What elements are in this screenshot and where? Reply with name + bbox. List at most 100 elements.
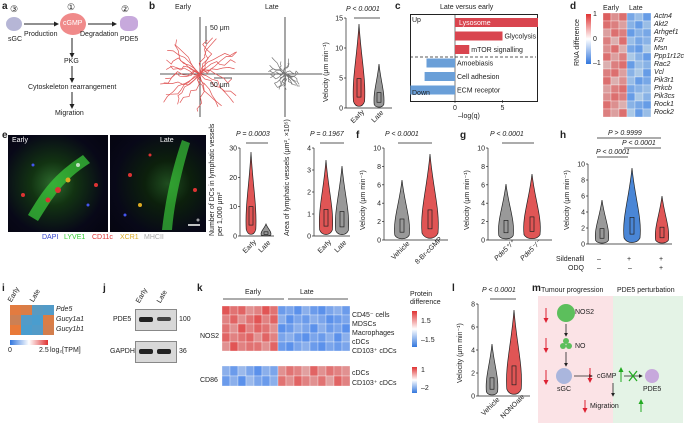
d-heat-cell [610, 84, 620, 94]
d-heat-cell [618, 100, 628, 110]
k-heat-cell-nos2 [301, 305, 311, 316]
late-track [284, 73, 297, 78]
k-heat-cell-nos2 [229, 323, 239, 334]
y-tick-label: 8 [377, 164, 381, 171]
d-gene-label: Arhgef1 [654, 29, 679, 36]
sgc-icon [6, 17, 22, 31]
y-tick-label: 5 [339, 76, 343, 83]
early-track [199, 73, 234, 103]
k-heat-cell-cd86 [222, 365, 231, 377]
l-violin-nonoate-box [511, 365, 517, 386]
h-odq-3: + [659, 265, 664, 272]
k-group-brackets [223, 298, 348, 300]
k-heat-cell-cd86 [333, 375, 343, 387]
a-cyto-label: Cytoskeleton rearrangement [28, 84, 117, 91]
e-legend-xcr1: XCR1 [120, 234, 139, 241]
d-heat-cell [642, 92, 652, 102]
late-track [283, 63, 290, 74]
d-heat-cell [642, 76, 652, 86]
f-violin-vehicle [394, 179, 410, 240]
late-track [281, 73, 287, 87]
d-late-label: Late [629, 5, 643, 12]
k-heat-cell-nos2 [285, 332, 295, 343]
d-scale-label: RNA difference [574, 19, 581, 66]
k-heat-cell-nos2 [341, 341, 350, 352]
k-scale2-bot: –2 [421, 385, 429, 392]
k-heat-cell-cd86 [341, 375, 350, 387]
d-gene-label: Prkcb [654, 85, 672, 92]
y-tick-label: 10 [373, 146, 381, 153]
d-heat-cell [634, 68, 644, 78]
d-heat-cell [626, 20, 636, 30]
e-legend-dapi: DAPI [42, 234, 59, 241]
k-heat-cell-cd86 [245, 365, 255, 377]
b-scale-horizontal: 50 μm [210, 82, 230, 89]
y-tick-label: 10 [477, 146, 485, 153]
d-heat-cell [626, 84, 636, 94]
early-track [198, 38, 217, 75]
d-heat-cell [642, 44, 652, 54]
b-violin-early [352, 23, 366, 107]
b-violin-late [373, 63, 385, 108]
d-heat-cell [618, 52, 628, 62]
f-pvalue: P < 0.0001 [385, 131, 419, 138]
d-heat-cell [610, 36, 620, 46]
i-scale-25: 2.5 [39, 347, 49, 354]
i-late: Late [29, 288, 42, 304]
k-heat-cell-nos2 [229, 314, 239, 325]
k-heat-cell-cd86 [309, 375, 319, 387]
panel-e-label: e [2, 130, 8, 141]
j-kda-100: 100 [179, 316, 191, 323]
d-heat-cell [626, 36, 636, 46]
g-violin-wt [498, 183, 514, 240]
d-heat-cell [618, 44, 628, 54]
e-violin1-late [260, 223, 272, 237]
d-heat-cell [634, 52, 644, 62]
y-tick-label: 8 [581, 178, 585, 185]
e-legend-mhcii: MHCII [144, 234, 164, 241]
k-early: Early [245, 289, 261, 296]
panel-a-arrows [24, 21, 117, 109]
c-bar-chart: Lysosome Glycolysis mTOR signalling Amoebia… [410, 14, 538, 112]
e-xcat-early-2: Early [317, 238, 334, 255]
h-row-odq: ODQ [568, 265, 584, 272]
d-heat-cell [603, 28, 612, 38]
d-gene-label: Ppp1r12c [654, 53, 684, 60]
k-heat-cell-cd86 [253, 375, 263, 387]
k-heat-cell-nos2 [285, 305, 295, 316]
late-track [273, 73, 286, 89]
y-tick-label: 4 [581, 210, 585, 217]
k-heat-cell-nos2 [301, 341, 311, 352]
y-tick-label: 10 [577, 162, 585, 169]
y-tick-label: 15 [335, 16, 343, 23]
k-heat-cell-nos2 [293, 341, 303, 352]
y-tick-label: 1 [307, 212, 311, 219]
k-heatmap [222, 305, 350, 387]
k-row-mdsc: MDSCs [352, 321, 377, 328]
k-heat-cell-nos2 [285, 323, 295, 334]
k-heat-cell-nos2 [237, 323, 247, 334]
k-row-cd86-cdc: cDCs [352, 370, 370, 377]
c-bar-label: Amoebiasis [457, 61, 494, 68]
early-track [163, 70, 201, 84]
d-heat-cell [634, 36, 644, 46]
m-no: NO [575, 343, 586, 350]
k-heat-cell-nos2 [253, 323, 263, 334]
k-heat-cell-nos2 [309, 314, 319, 325]
y-tick-label: 2 [471, 371, 475, 378]
y-tick-label: 6 [581, 194, 585, 201]
k-heat-cell-nos2 [301, 314, 311, 325]
y-tick-label: 0 [307, 234, 311, 241]
j-late: Late [156, 289, 169, 305]
panel-a-label: a [2, 1, 8, 12]
k-heat-cell-nos2 [245, 305, 255, 316]
early-track [165, 73, 201, 95]
d-heat-cell [642, 68, 652, 78]
d-heat-cell [618, 108, 628, 118]
d-heat-cell [618, 76, 628, 86]
panel-h-label: h [560, 130, 567, 141]
c-bar [455, 18, 538, 27]
k-heat-cell-nos2 [261, 314, 271, 325]
k-heat-cell-nos2 [261, 305, 271, 316]
k-heat-cell-cd86 [317, 375, 327, 387]
